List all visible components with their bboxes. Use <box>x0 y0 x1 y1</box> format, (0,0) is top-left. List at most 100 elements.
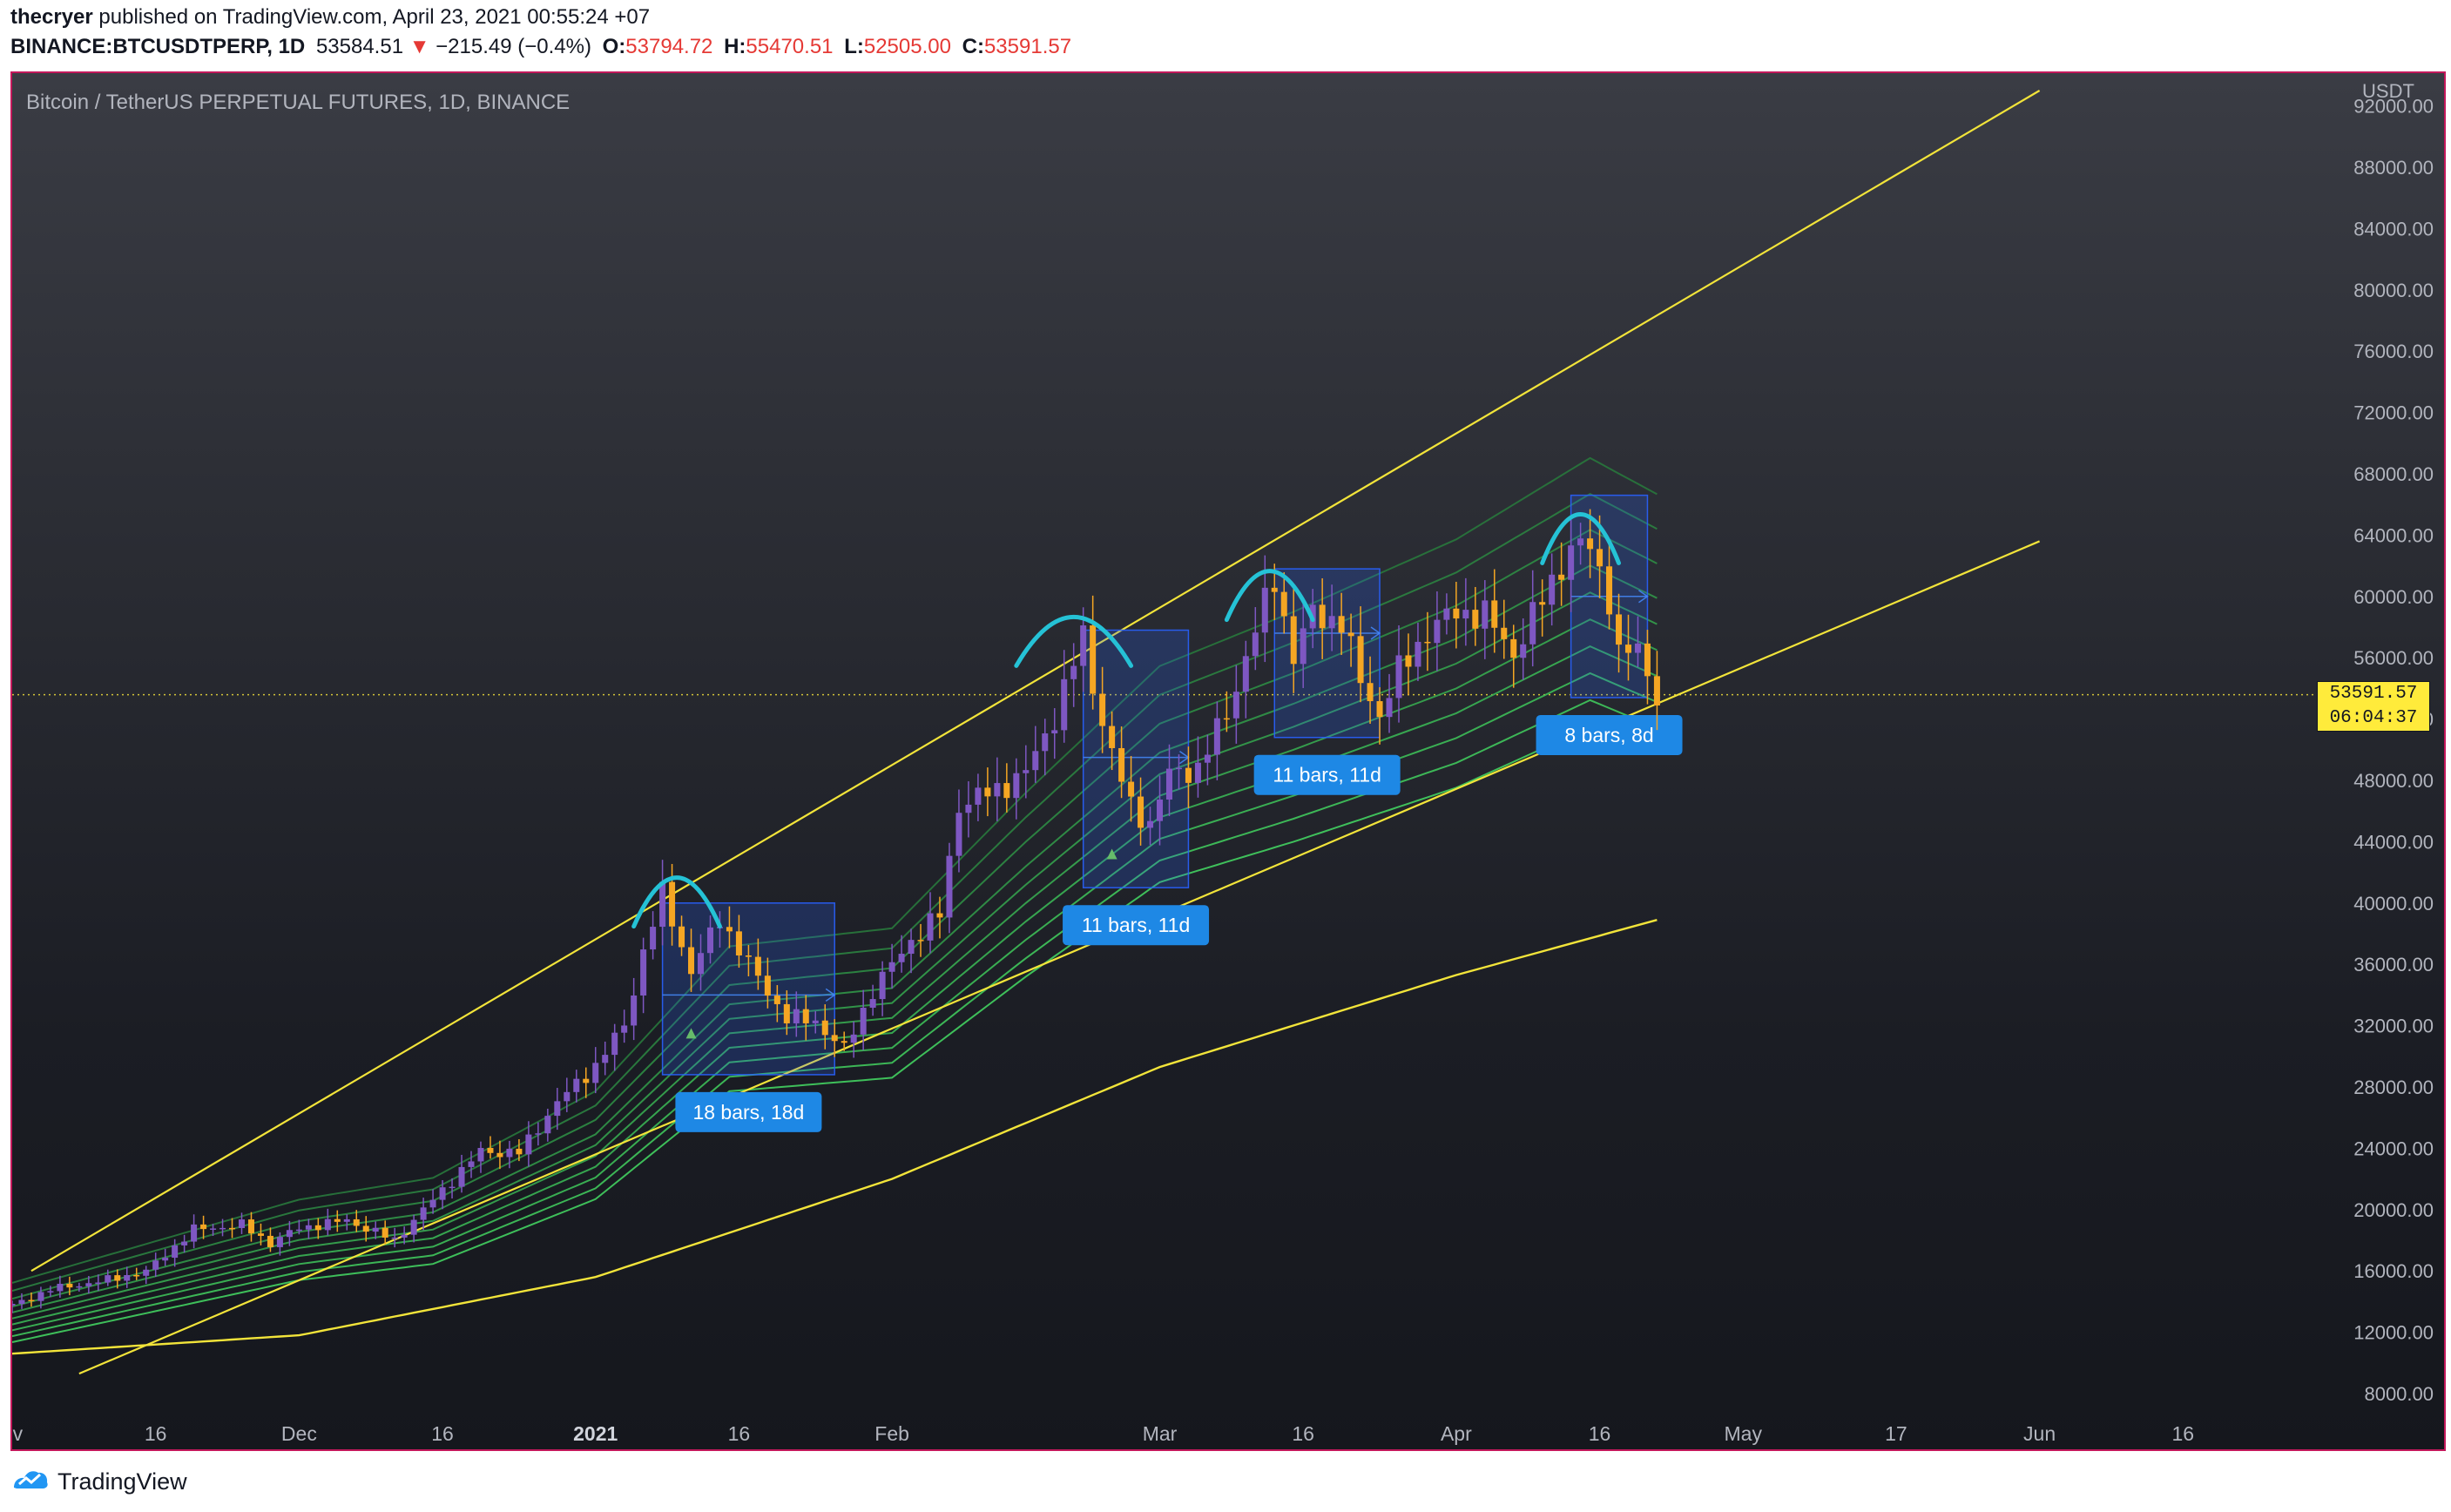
price-change: −215.49 (−0.4%) <box>436 35 591 58</box>
candle-body <box>650 927 657 950</box>
candle-body <box>1271 587 1278 592</box>
candle-body <box>1232 692 1239 719</box>
candle-body <box>1023 770 1030 773</box>
candle-body <box>391 1237 398 1239</box>
x-tick-label: 16 <box>145 1422 167 1445</box>
candle-body <box>191 1224 198 1242</box>
chart-pane[interactable]: USDT 92000.00 88000.00 84000.00 80000.00 7600… <box>10 71 2446 1451</box>
candle-body <box>592 1063 599 1083</box>
candle-body <box>506 1148 513 1158</box>
candle-body <box>888 962 895 972</box>
range-rect <box>1082 629 1190 888</box>
candle-body <box>1558 574 1565 580</box>
candle-body <box>764 975 771 996</box>
x-tick-label: Dec <box>281 1422 317 1445</box>
candle-body <box>898 954 905 962</box>
candle-body <box>152 1260 159 1270</box>
candle-body <box>1165 768 1173 800</box>
chart-title: Bitcoin / TetherUS PERPETUAL FUTURES, 1D… <box>26 91 571 114</box>
candle-body <box>276 1237 283 1247</box>
candle-body <box>1462 610 1469 619</box>
top-arc <box>1014 615 1134 668</box>
candle-body <box>754 956 761 976</box>
top-arc <box>1540 512 1622 565</box>
last-price: 53584.51 <box>315 35 404 58</box>
candle-body <box>57 1283 64 1292</box>
tradingview-brand[interactable]: TradingView <box>57 1468 187 1495</box>
candle-body <box>831 1035 838 1042</box>
range-label: 11 bars, 11d <box>1082 914 1190 936</box>
candle-body <box>314 1225 321 1231</box>
date-range-box: 11 bars, 11d <box>1063 629 1210 946</box>
candle-body <box>1644 643 1651 677</box>
candle-body <box>936 913 943 918</box>
y-tick-label: 80000.00 <box>2353 280 2434 301</box>
candle-body <box>1061 678 1068 731</box>
candle-body <box>1109 726 1116 748</box>
symbol-label[interactable]: BINANCE:BTCUSDTPERP, 1D <box>10 35 306 58</box>
candle-body <box>362 1225 369 1232</box>
candle-body <box>908 940 915 955</box>
candle-body <box>85 1283 92 1286</box>
y-tick-label: 68000.00 <box>2353 463 2434 485</box>
x-tick-label: 2021 <box>573 1422 618 1445</box>
candle-body <box>439 1187 446 1200</box>
candle-body <box>95 1282 102 1285</box>
candle-body <box>583 1078 590 1083</box>
candle-body <box>1290 616 1297 665</box>
candle-body <box>841 1041 847 1043</box>
last-price-value: 53591.57 <box>2329 683 2418 704</box>
high-label: H: <box>724 35 746 58</box>
candle-body <box>994 783 1001 797</box>
candle-body <box>133 1274 140 1277</box>
candle-body <box>697 953 705 975</box>
published-text: published on TradingView.com, April 23, … <box>98 5 651 29</box>
candle-body <box>850 1034 857 1043</box>
candle-body <box>1501 627 1508 639</box>
author-name[interactable]: thecryer <box>10 5 93 29</box>
y-tick-label: 48000.00 <box>2353 770 2434 792</box>
candle-body <box>18 1299 25 1305</box>
candle-body <box>1624 645 1632 653</box>
candle-body <box>28 1299 35 1302</box>
candle-body <box>1156 800 1164 821</box>
x-tick-label: 16 <box>1292 1422 1314 1445</box>
candle-body <box>324 1218 331 1231</box>
candle-body <box>1118 747 1125 782</box>
candle-body <box>1175 767 1182 770</box>
candle-body <box>535 1133 542 1135</box>
candle-body <box>821 1020 828 1036</box>
x-tick-label: 16 <box>431 1422 454 1445</box>
candle-body <box>726 927 733 932</box>
candle-body <box>172 1245 179 1259</box>
candle-body <box>1577 538 1584 546</box>
candle-body <box>1204 754 1211 763</box>
footer: TradingView <box>0 1451 2451 1512</box>
candle-body <box>1300 628 1307 665</box>
candle-body <box>869 999 876 1009</box>
publish-info: thecryer published on TradingView.com, A… <box>10 5 650 30</box>
tradingview-logo-icon[interactable] <box>10 1465 51 1491</box>
y-tick-label: 8000.00 <box>2364 1383 2434 1405</box>
candle-body <box>516 1148 523 1155</box>
x-tick-label: 16 <box>2171 1422 2194 1445</box>
candle-body <box>1568 545 1575 580</box>
candle-body <box>946 855 953 918</box>
ma200-line <box>12 919 1658 1355</box>
candle-body <box>1070 665 1077 679</box>
candle-body <box>554 1101 561 1117</box>
currency-label: USDT <box>2362 80 2414 102</box>
candle-body <box>219 1227 226 1230</box>
candle-body <box>1424 641 1431 644</box>
candle-body <box>1347 632 1354 637</box>
candle-body <box>1194 762 1201 783</box>
candle-body <box>200 1224 207 1230</box>
candle-body <box>1013 773 1020 799</box>
candle-body <box>334 1218 341 1222</box>
candle-body <box>295 1229 302 1232</box>
candle-body <box>66 1283 73 1288</box>
candle-body <box>669 881 676 927</box>
last-price-tag: 53591.57 06:04:37 <box>2317 680 2430 732</box>
y-tick-label: 28000.00 <box>2353 1077 2434 1098</box>
